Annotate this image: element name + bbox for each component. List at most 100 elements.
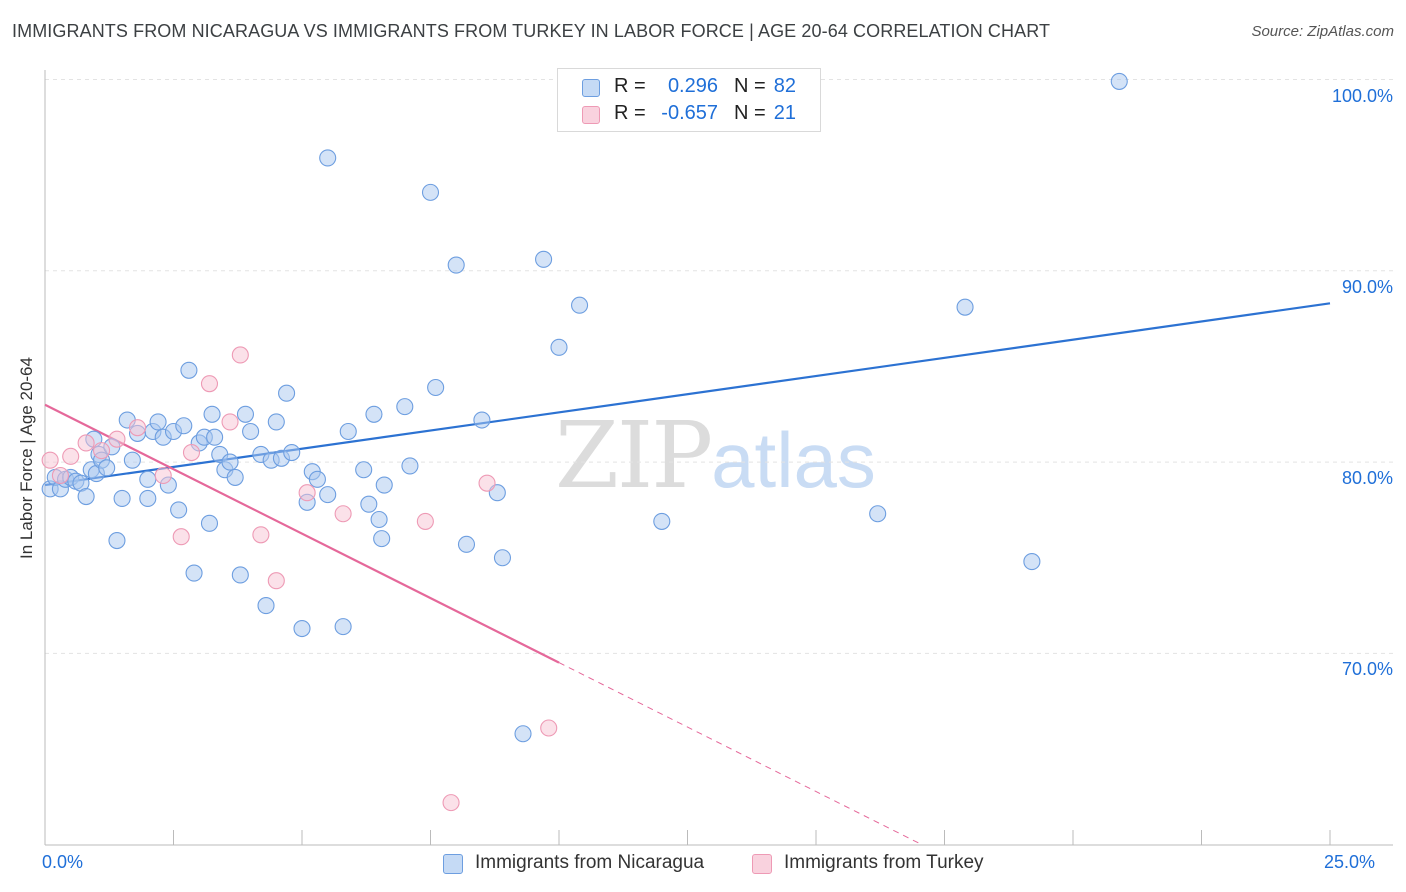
nicaragua-point bbox=[396, 398, 414, 416]
turkey-point bbox=[128, 419, 147, 437]
nicaragua-point bbox=[123, 451, 141, 469]
nicaragua-point bbox=[149, 413, 167, 431]
nicaragua-point bbox=[139, 489, 157, 507]
nicaragua-point bbox=[200, 514, 219, 532]
nicaragua-point bbox=[221, 453, 239, 471]
nicaragua-point bbox=[226, 468, 244, 486]
nicaragua-point bbox=[319, 149, 337, 167]
nicaragua-point bbox=[278, 384, 296, 402]
nicaragua-point bbox=[365, 405, 383, 423]
y-tick-label-80: 80.0% bbox=[1341, 468, 1393, 488]
nicaragua-point bbox=[401, 457, 419, 475]
turkey-point bbox=[478, 474, 496, 492]
nicaragua-point bbox=[308, 470, 326, 488]
legend-row-turkey: R = -0.657 N = 21 bbox=[558, 100, 820, 128]
nicaragua-point bbox=[1110, 72, 1128, 90]
nicaragua-r-value: 0.296 bbox=[667, 75, 718, 97]
nicaragua-point bbox=[236, 405, 255, 423]
turkey-point bbox=[200, 375, 219, 393]
turkey-n-label: N = bbox=[734, 102, 766, 124]
nicaragua-point bbox=[334, 618, 352, 636]
turkey-point bbox=[221, 413, 239, 431]
turkey-trend-extension bbox=[558, 662, 923, 846]
turkey-point bbox=[62, 447, 80, 465]
nicaragua-point bbox=[571, 296, 589, 314]
nicaragua-point bbox=[231, 566, 249, 584]
y-tick-label-70: 70.0% bbox=[1341, 659, 1393, 679]
turkey-point bbox=[540, 719, 558, 737]
nicaragua-legend-swatch bbox=[443, 854, 463, 874]
turkey-point bbox=[267, 572, 285, 590]
nicaragua-point bbox=[457, 535, 476, 553]
nicaragua-point bbox=[339, 422, 357, 441]
nicaragua-point bbox=[370, 510, 388, 529]
nicaragua-point bbox=[293, 619, 311, 638]
nicaragua-point bbox=[473, 411, 491, 429]
turkey-point bbox=[108, 430, 126, 448]
nicaragua-point bbox=[242, 422, 260, 441]
nicaragua-swatch bbox=[582, 79, 600, 97]
zipatlas-watermark: ZIPatlas bbox=[555, 402, 876, 509]
x-tick-label-max: 25.0% bbox=[1324, 852, 1376, 872]
series-legend: Immigrants from Nicaragua Immigrants fro… bbox=[0, 850, 1406, 880]
turkey-swatch bbox=[582, 106, 600, 124]
watermark-zip: ZIP bbox=[555, 402, 713, 509]
turkey-point bbox=[252, 526, 270, 544]
nicaragua-point bbox=[375, 476, 393, 494]
nicaragua-legend-label: Immigrants from Nicaragua bbox=[475, 852, 705, 873]
nicaragua-point bbox=[267, 413, 285, 431]
turkey-n-value: 21 bbox=[773, 102, 796, 124]
nicaragua-point bbox=[360, 495, 378, 513]
turkey-point bbox=[154, 466, 172, 485]
legend-row-nicaragua: R = 0.296 N = 82 bbox=[558, 73, 820, 101]
nicaragua-point bbox=[421, 183, 440, 201]
turkey-point bbox=[416, 512, 434, 530]
nicaragua-point bbox=[206, 428, 224, 446]
nicaragua-trend-line bbox=[44, 302, 1331, 487]
nicaragua-point bbox=[373, 530, 391, 548]
nicaragua-point bbox=[257, 597, 275, 615]
turkey-point bbox=[298, 484, 316, 502]
nicaragua-n-label: N = bbox=[734, 75, 766, 97]
watermark-atlas: atlas bbox=[711, 416, 876, 504]
nicaragua-point bbox=[493, 549, 512, 567]
turkey-legend-label: Immigrants from Turkey bbox=[784, 852, 984, 873]
nicaragua-point bbox=[1023, 553, 1041, 571]
nicaragua-point bbox=[185, 564, 203, 582]
turkey-point bbox=[182, 443, 201, 462]
turkey-point bbox=[77, 434, 95, 452]
points-layer bbox=[41, 72, 1128, 812]
nicaragua-point bbox=[355, 461, 373, 479]
source-label: Source: ZipAtlas.com bbox=[1251, 23, 1394, 40]
turkey-point bbox=[231, 346, 249, 364]
nicaragua-point bbox=[139, 470, 157, 488]
turkey-point bbox=[51, 466, 69, 485]
nicaragua-point bbox=[203, 405, 221, 423]
nicaragua-point bbox=[170, 501, 188, 519]
nicaragua-n-value: 82 bbox=[773, 75, 796, 97]
nicaragua-r-label: R = bbox=[614, 75, 646, 97]
nicaragua-point bbox=[869, 505, 887, 523]
turkey-point bbox=[442, 794, 460, 812]
nicaragua-point bbox=[319, 486, 337, 504]
nicaragua-point bbox=[956, 298, 974, 316]
nicaragua-point bbox=[175, 417, 193, 435]
turkey-r-value: -0.657 bbox=[661, 102, 718, 124]
nicaragua-point bbox=[447, 256, 465, 274]
nicaragua-point bbox=[550, 338, 568, 356]
nicaragua-point bbox=[427, 378, 445, 397]
y-axis-title: In Labor Force | Age 20-64 bbox=[17, 357, 36, 559]
turkey-point bbox=[41, 451, 59, 469]
nicaragua-point bbox=[535, 250, 553, 268]
turkey-r-label: R = bbox=[614, 102, 646, 124]
grid-layer bbox=[45, 79, 1393, 654]
turkey-point bbox=[334, 505, 352, 523]
nicaragua-point bbox=[98, 459, 116, 477]
chart-title: IMMIGRANTS FROM NICARAGUA VS IMMIGRANTS … bbox=[12, 21, 1051, 41]
turkey-legend-swatch bbox=[752, 854, 772, 874]
turkey-point bbox=[172, 528, 190, 546]
nicaragua-point bbox=[283, 443, 301, 462]
nicaragua-point bbox=[180, 361, 198, 379]
nicaragua-point bbox=[653, 512, 671, 530]
